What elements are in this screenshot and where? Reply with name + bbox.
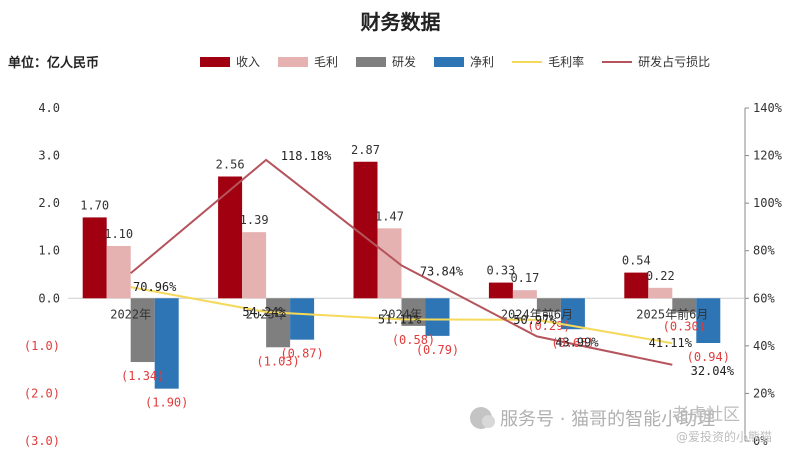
line-value-label: 43.99% [555, 335, 599, 349]
legend-swatch [200, 56, 230, 67]
bar-value-label: 1.70 [80, 198, 109, 212]
legend-label: 收入 [236, 55, 261, 69]
legend-swatch [434, 56, 465, 67]
legend-item: 研发占亏损比 [602, 53, 710, 70]
legend-swatch [356, 56, 387, 67]
bar-value-label: (0.87) [280, 347, 323, 361]
category-label: 2024年 [381, 307, 422, 321]
bar-value-label: 0.33 [486, 264, 515, 278]
left-axis-tick-label: 3.0 [38, 149, 60, 163]
bar-value-label: 2.87 [351, 143, 380, 157]
line-研发占亏损比 [130, 158, 673, 366]
bar-研发 [672, 298, 697, 313]
bar-value-label: (0.79) [416, 343, 459, 357]
legend-swatch [512, 60, 543, 63]
bar-净利 [425, 298, 450, 336]
bar-收入 [218, 176, 243, 299]
line-value-label: 118.18% [281, 149, 332, 163]
bar-研发 [401, 298, 426, 326]
bar-value-label: 2.56 [216, 158, 245, 172]
line-value-label: 51.11% [378, 312, 422, 326]
watermark-text: 服务号 · 猫哥的智能小助理 [500, 409, 716, 430]
bar-研发 [536, 298, 561, 313]
bar-value-label: 1.47 [375, 209, 404, 223]
right-axis-tick-label: 60% [753, 291, 775, 305]
bar-收入 [488, 282, 513, 299]
left-axis-tick-label: 0.0 [38, 291, 60, 305]
right-axis-tick-label: 40% [753, 339, 775, 353]
right-axis-tick-label: 0% [753, 434, 768, 448]
watermark-right: 老虎社区 [672, 405, 740, 425]
bar-value-label: (0.94) [687, 350, 730, 364]
line-value-label: 73.84% [420, 264, 464, 278]
chart-title: 财务数据 [360, 10, 441, 34]
right-axis-tick-label: 140% [753, 101, 783, 115]
legend-item: 毛利率 [512, 53, 584, 70]
line-value-label: 41.11% [649, 336, 693, 350]
right-axis-tick-label: 120% [753, 149, 783, 163]
bar-毛利 [106, 245, 131, 299]
line-value-label: 70.96% [133, 280, 177, 294]
line-value-label: 54.24% [242, 305, 286, 319]
bar-毛利 [512, 290, 537, 299]
unit-label: 单位：亿人民币 [8, 56, 100, 71]
legend-item: 收入 [200, 53, 260, 70]
legend-label: 毛利 [314, 55, 339, 69]
bar-value-label: (0.58) [392, 333, 435, 347]
legend: 收入 毛利 研发 净利 毛利率 研发占亏损比 [200, 53, 728, 70]
wechat-icon [470, 407, 495, 429]
legend-label: 净利 [470, 55, 495, 69]
left-axis-tick-label: (1.0) [24, 339, 60, 353]
bar-毛利 [242, 232, 267, 299]
legend-item: 研发 [356, 53, 416, 70]
bar-value-label: 0.22 [646, 269, 675, 283]
category-label: 2022年 [110, 307, 151, 321]
legend-item: 净利 [434, 53, 494, 70]
category-label: 2024年前6月 [501, 306, 573, 321]
bar-净利 [696, 298, 721, 344]
bar-收入 [82, 217, 107, 299]
legend-label: 研发 [392, 55, 417, 69]
bar-研发 [130, 298, 155, 363]
bar-value-label: (1.03) [256, 354, 299, 368]
bar-value-label: (1.34) [121, 369, 164, 383]
left-axis-tick-label: (3.0) [24, 434, 60, 448]
bar-净利 [290, 298, 315, 340]
bar-value-label: 0.17 [510, 271, 539, 285]
bar-value-label: (0.30) [663, 320, 706, 334]
watermark: 服务号 · 猫哥的智能小助理 [470, 405, 715, 431]
line-value-label: 32.04% [691, 364, 735, 378]
right-axis-tick-label: 20% [753, 386, 775, 400]
bar-value-label: (0.29) [527, 319, 570, 333]
left-axis-tick-label: 2.0 [38, 196, 60, 210]
bar-value-label: 1.39 [240, 213, 269, 227]
bar-value-label: 0.54 [622, 254, 651, 268]
bar-毛利 [648, 287, 673, 299]
legend-swatch [278, 56, 309, 67]
left-axis-tick-label: 4.0 [38, 101, 60, 115]
line-value-label: 50.97% [513, 313, 557, 327]
category-label: 2025年前6月 [636, 306, 708, 321]
bar-收入 [624, 272, 649, 299]
legend-item: 毛利 [278, 53, 338, 70]
legend-label: 毛利率 [548, 55, 585, 69]
right-axis-tick-label: 100% [753, 196, 783, 210]
right-axis-tick-label: 80% [753, 244, 775, 258]
bar-value-label: 1.10 [104, 227, 133, 241]
left-axis-tick-label: 1.0 [38, 244, 60, 258]
legend-label: 研发占亏损比 [638, 55, 711, 69]
legend-swatch [602, 60, 633, 63]
bar-净利 [154, 298, 179, 389]
watermark-right-sub: @爱投资的小熊猫 [676, 430, 773, 444]
left-axis-tick-label: (2.0) [24, 386, 60, 400]
bar-研发 [266, 298, 291, 348]
line-毛利率 [130, 286, 673, 345]
bar-value-label: (1.90) [145, 396, 188, 410]
